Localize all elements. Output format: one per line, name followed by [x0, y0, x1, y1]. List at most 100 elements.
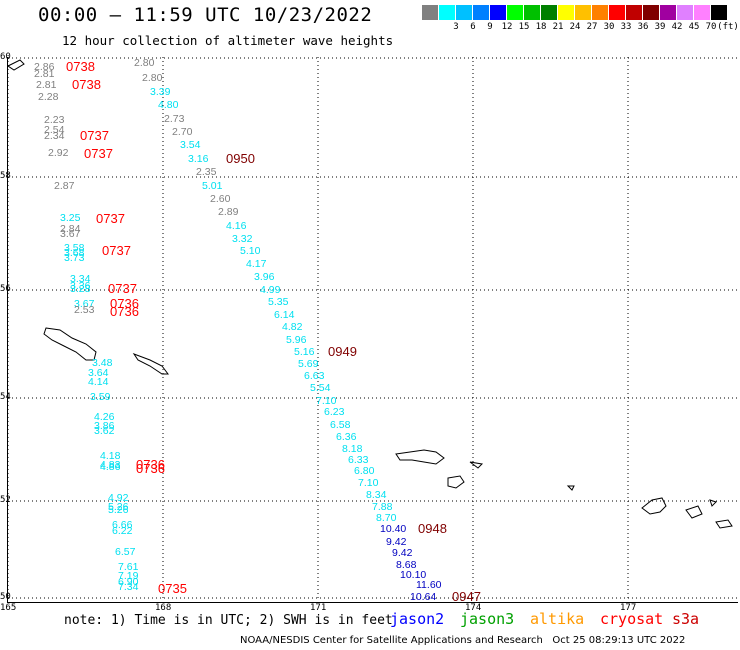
wave-height-label: 7.61 — [118, 561, 139, 573]
coastline — [685, 505, 703, 519]
wave-height-label: 10.64 — [410, 591, 437, 603]
wave-height-label: 7.34 — [118, 581, 139, 593]
legend-swatch — [694, 5, 711, 20]
wave-height-label: 8.68 — [396, 559, 417, 571]
satellite-label: altika — [530, 610, 585, 628]
satellite-label: jason2 — [390, 610, 445, 628]
wave-height-label: 7.19 — [118, 570, 139, 582]
wave-height-label: 3.64 — [88, 367, 109, 379]
legend-swatch — [524, 5, 541, 20]
wave-height-label: 3.36 — [70, 280, 91, 292]
wave-height-label: 3.54 — [180, 139, 201, 151]
pass-time-label: 0948 — [418, 521, 447, 536]
wave-height-label: 5.69 — [298, 358, 319, 370]
wave-height-label: 6.14 — [274, 309, 295, 321]
legend-label: 27 — [586, 22, 598, 32]
wave-height-label: 3.67 — [60, 228, 81, 240]
longitude-label: 177 — [620, 603, 637, 613]
coastline — [469, 461, 484, 469]
coastline — [7, 59, 25, 71]
legend-swatch — [711, 5, 728, 20]
wave-height-label: 7.10 — [358, 477, 379, 489]
wave-height-label: 4.14 — [88, 376, 109, 388]
wave-height-label: 3.62 — [94, 425, 115, 437]
wave-height-label: 2.54 — [44, 124, 65, 136]
wave-height-label: 5.10 — [240, 245, 261, 257]
legend-label: 12 — [501, 22, 513, 32]
wave-height-label: 4.83 — [100, 459, 121, 471]
legend-label: 39 — [654, 22, 666, 32]
legend-swatch — [643, 5, 660, 20]
pass-time-label: 0737 — [84, 146, 113, 161]
wave-height-label: 2.60 — [210, 193, 231, 205]
pass-time-label: 0735 — [158, 581, 187, 596]
coastline — [641, 497, 667, 515]
latitude-label: 50 — [0, 592, 11, 602]
coastline — [132, 352, 169, 375]
legend-units: (ft) — [717, 22, 739, 32]
wave-height-label: 8.34 — [366, 489, 387, 501]
wave-height-label: 2.28 — [38, 91, 59, 103]
wave-height-label: 3.39 — [150, 86, 171, 98]
wave-height-label: 2.81 — [34, 68, 55, 80]
coastline — [43, 327, 97, 361]
legend-label: 36 — [637, 22, 649, 32]
wave-height-label: 6.80 — [354, 465, 375, 477]
legend-swatch — [660, 5, 677, 20]
wave-height-label: 4.99 — [260, 284, 281, 296]
wave-height-label: 4.92 — [108, 492, 129, 504]
wave-height-label: 3.96 — [254, 271, 275, 283]
footer-note: note: 1) Time is in UTC; 2) SWH is in fe… — [64, 613, 393, 628]
legend-swatch — [609, 5, 626, 20]
legend-label: 30 — [603, 22, 615, 32]
satellite-label: jason3 — [460, 610, 515, 628]
pass-time-label: 0738 — [72, 77, 101, 92]
wave-height-label: 2.81 — [36, 79, 57, 91]
wave-height-label: 4.18 — [100, 450, 121, 462]
credit-line: NOAA/NESDIS Center for Satellite Applica… — [240, 635, 686, 646]
wave-height-label: 5.96 — [286, 334, 307, 346]
legend-swatch — [558, 5, 575, 20]
pass-time-label: 0737 — [80, 128, 109, 143]
legend-swatch — [490, 5, 507, 20]
satellite-label: cryosat — [600, 610, 664, 628]
wave-height-label: 9.42 — [386, 536, 407, 548]
wave-height-label: 2.73 — [164, 113, 185, 125]
wave-height-label: 2.35 — [196, 166, 217, 178]
wave-height-label: 3.68 — [64, 247, 85, 259]
wave-height-label: 2.70 — [172, 126, 193, 138]
legend-label: 6 — [470, 22, 476, 32]
wave-height-label: 5.16 — [294, 346, 315, 358]
wave-height-label: 4.82 — [282, 321, 303, 333]
wave-height-label: 6.23 — [324, 406, 345, 418]
wave-height-label: 9.42 — [392, 547, 413, 559]
legend-swatch — [575, 5, 592, 20]
wave-height-label: 5.26 — [108, 501, 129, 513]
legend-label: 3 — [453, 22, 459, 32]
legend-swatch — [626, 5, 643, 20]
wave-height-label: 6.58 — [330, 419, 351, 431]
latitude-label: 60 — [0, 52, 11, 62]
wave-height-label: 6.33 — [348, 454, 369, 466]
wave-height-label: 5.26 — [108, 504, 129, 516]
wave-height-label: 8.70 — [376, 512, 397, 524]
page-title: 00:00 – 11:59 UTC 10/23/2022 — [38, 4, 373, 26]
wave-height-label: 4.80 — [158, 99, 179, 111]
legend-swatch — [677, 5, 694, 20]
legend-label: 42 — [671, 22, 683, 32]
legend-swatch — [592, 5, 609, 20]
legend-swatch — [439, 5, 456, 20]
page-subtitle: 12 hour collection of altimeter wave hei… — [62, 33, 394, 48]
wave-height-label: 2.80 — [134, 57, 155, 69]
wave-height-label: 2.80 — [142, 72, 163, 84]
legend-label: 33 — [620, 22, 632, 32]
legend-label: 45 — [688, 22, 700, 32]
pass-time-label: 0737 — [102, 243, 131, 258]
wave-height-label: 4.17 — [246, 258, 267, 270]
longitude-label: 168 — [155, 603, 172, 613]
legend-swatch — [541, 5, 558, 20]
wave-height-label: 3.73 — [64, 252, 85, 264]
coastline — [566, 485, 575, 491]
wave-height-label: 5.35 — [268, 296, 289, 308]
wave-height-label: 3.86 — [94, 420, 115, 432]
